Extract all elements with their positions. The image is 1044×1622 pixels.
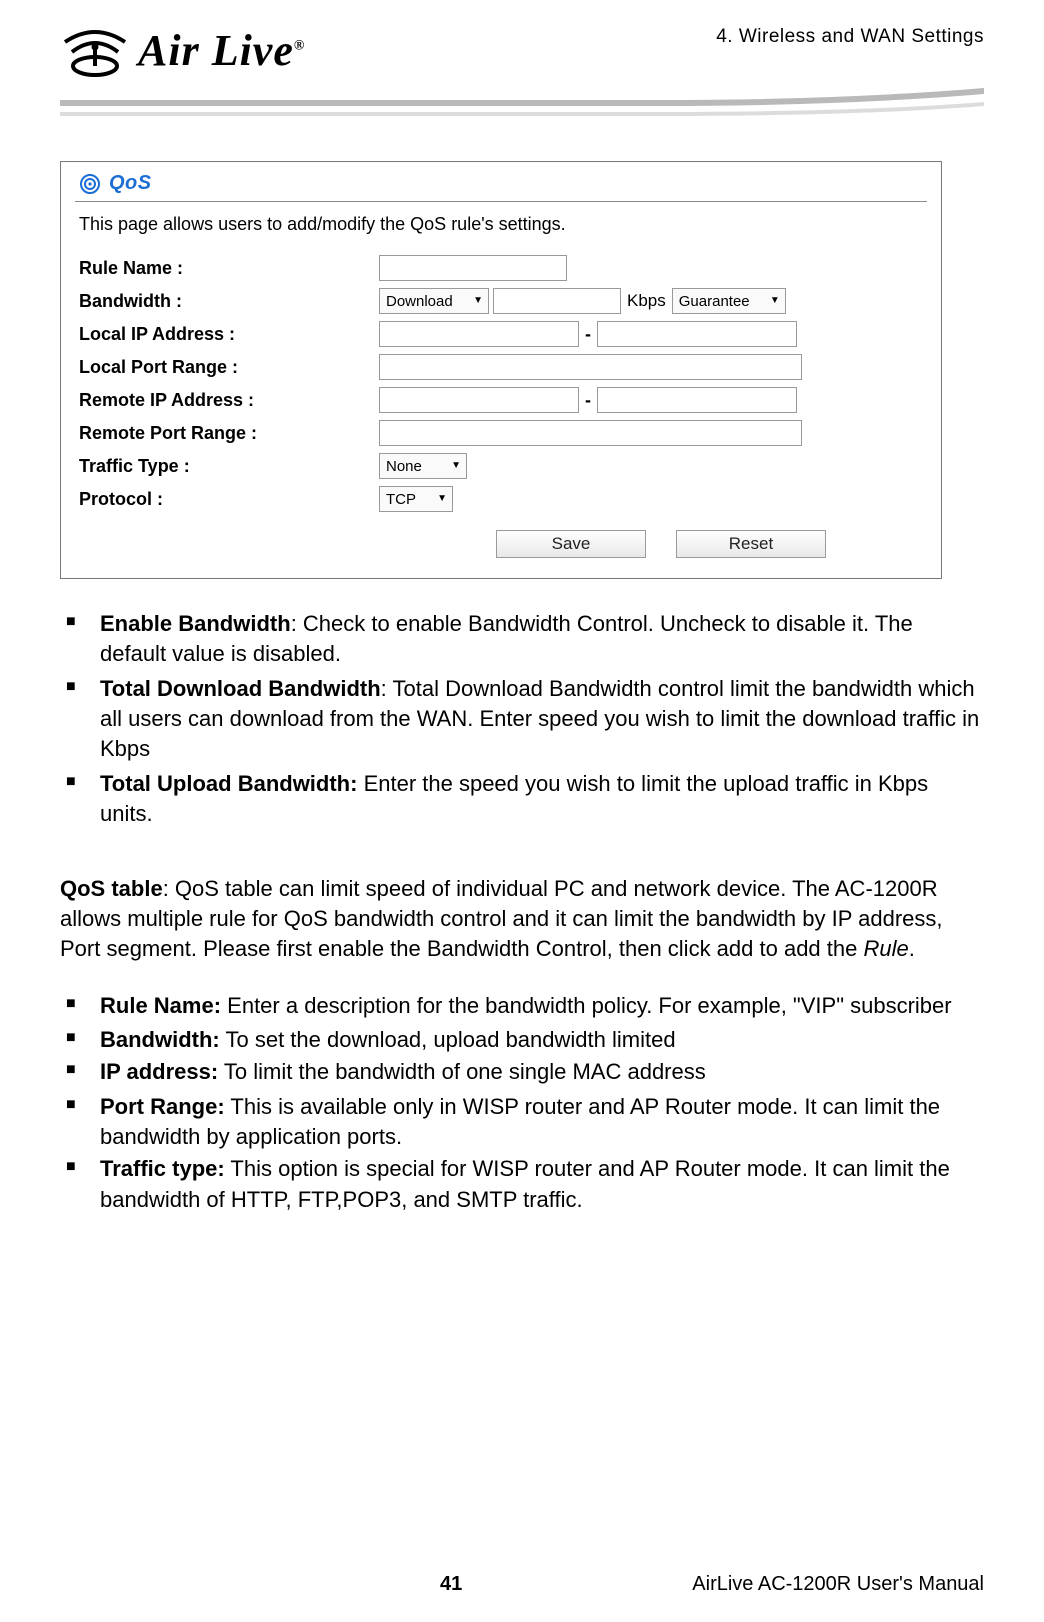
traffic-type-select[interactable]: None	[379, 453, 467, 479]
brand-text: Air Live®	[138, 25, 305, 76]
item-text: This option is special for WISP router a…	[100, 1156, 950, 1211]
dash-1: -	[585, 324, 591, 345]
row-remote-port: Remote Port Range :	[79, 420, 923, 446]
panel-description: This page allows users to add/modify the…	[79, 214, 923, 235]
label-local-port: Local Port Range :	[79, 357, 379, 378]
doc-body: Enable Bandwidth: Check to enable Bandwi…	[60, 609, 984, 1215]
list-item: Bandwidth: To set the download, upload b…	[100, 1025, 984, 1055]
list-item: Enable Bandwidth: Check to enable Bandwi…	[100, 609, 984, 670]
local-ip-from-input[interactable]	[379, 321, 579, 347]
page-header: Air Live® 4. Wireless and WAN Settings	[60, 20, 984, 80]
reset-button[interactable]: Reset	[676, 530, 826, 558]
qos-title: QoS table	[60, 876, 163, 901]
rule-name-input[interactable]	[379, 255, 567, 281]
qos-panel: QoS This page allows users to add/modify…	[60, 161, 942, 579]
item-title: Total Upload Bandwidth:	[100, 771, 357, 796]
bandwidth-mode-select[interactable]: Guarantee	[672, 288, 786, 314]
item-title: Bandwidth:	[100, 1027, 220, 1052]
row-local-port: Local Port Range :	[79, 354, 923, 380]
row-local-ip: Local IP Address : -	[79, 321, 923, 347]
label-rule-name: Rule Name :	[79, 258, 379, 279]
row-traffic-type: Traffic Type : None	[79, 453, 923, 479]
airwave-icon	[60, 20, 130, 80]
row-remote-ip: Remote IP Address : -	[79, 387, 923, 413]
bandwidth-unit: Kbps	[627, 291, 666, 311]
item-text: To set the download, upload bandwidth li…	[220, 1027, 676, 1052]
page-footer: 41 AirLive AC-1200R User's Manual	[60, 1573, 984, 1596]
list-item: Traffic type: This option is special for…	[100, 1154, 984, 1215]
button-row: Save Reset	[395, 530, 927, 558]
remote-ip-from-input[interactable]	[379, 387, 579, 413]
remote-ip-to-input[interactable]	[597, 387, 797, 413]
list-rule-fields: Rule Name: Enter a description for the b…	[60, 991, 984, 1216]
row-protocol: Protocol : TCP	[79, 486, 923, 512]
item-text: This is available only in WISP router an…	[100, 1094, 940, 1149]
list-item: Total Upload Bandwidth: Enter the speed …	[100, 769, 984, 830]
list-bandwidth-options: Enable Bandwidth: Check to enable Bandwi…	[60, 609, 984, 830]
qos-rule-italic: Rule	[863, 936, 908, 961]
bandwidth-direction-select[interactable]: Download	[379, 288, 489, 314]
save-button[interactable]: Save	[496, 530, 646, 558]
chapter-title: 4. Wireless and WAN Settings	[716, 26, 984, 48]
dash-2: -	[585, 390, 591, 411]
manual-name: AirLive AC-1200R User's Manual	[692, 1573, 984, 1596]
label-local-ip: Local IP Address :	[79, 324, 379, 345]
label-remote-ip: Remote IP Address :	[79, 390, 379, 411]
row-rule-name: Rule Name :	[79, 255, 923, 281]
label-bandwidth: Bandwidth :	[79, 291, 379, 312]
list-item: Total Download Bandwidth: Total Download…	[100, 674, 984, 765]
item-text: Enter a description for the bandwidth po…	[221, 993, 952, 1018]
item-title: IP address:	[100, 1059, 218, 1084]
item-title: Port Range:	[100, 1094, 225, 1119]
list-item: IP address: To limit the bandwidth of on…	[100, 1057, 984, 1087]
bandwidth-value-input[interactable]	[493, 288, 621, 314]
item-title: Traffic type:	[100, 1156, 225, 1181]
item-title: Total Download Bandwidth	[100, 676, 381, 701]
qos-paragraph: QoS table: QoS table can limit speed of …	[60, 874, 984, 965]
local-port-input[interactable]	[379, 354, 802, 380]
qos-text-2: .	[909, 936, 915, 961]
target-icon	[79, 173, 101, 195]
item-title: Enable Bandwidth	[100, 611, 291, 636]
item-text: To limit the bandwidth of one single MAC…	[218, 1059, 706, 1084]
protocol-select[interactable]: TCP	[379, 486, 453, 512]
label-protocol: Protocol :	[79, 489, 379, 510]
brand-logo: Air Live®	[60, 20, 305, 80]
label-remote-port: Remote Port Range :	[79, 423, 379, 444]
panel-heading: QoS	[79, 172, 927, 195]
panel-title: QoS	[109, 172, 152, 195]
remote-port-input[interactable]	[379, 420, 802, 446]
page-number: 41	[440, 1573, 462, 1596]
label-traffic-type: Traffic Type :	[79, 456, 379, 477]
list-item: Port Range: This is available only in WI…	[100, 1092, 984, 1153]
list-item: Rule Name: Enter a description for the b…	[100, 991, 984, 1021]
row-bandwidth: Bandwidth : Download Kbps Guarantee	[79, 288, 923, 314]
local-ip-to-input[interactable]	[597, 321, 797, 347]
panel-divider	[75, 201, 927, 202]
qos-text-1: : QoS table can limit speed of individua…	[60, 876, 943, 962]
divider-swoosh-icon	[60, 88, 984, 126]
item-title: Rule Name:	[100, 993, 221, 1018]
